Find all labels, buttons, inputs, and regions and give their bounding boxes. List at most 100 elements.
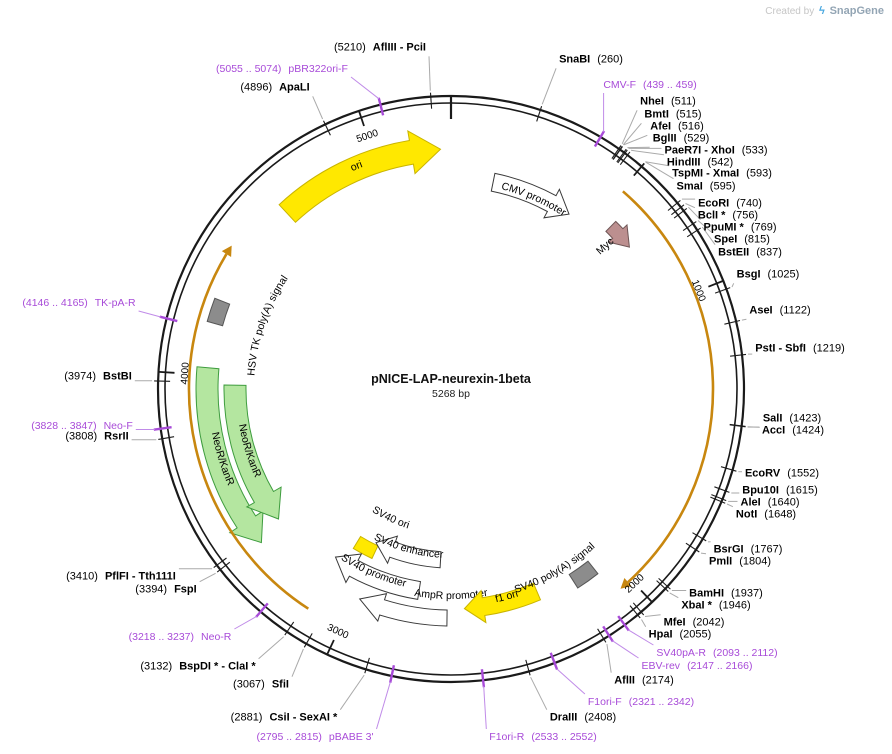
site-name: SV40pA-R <box>656 646 706 659</box>
enzyme-label-NotI[interactable]: NotI (1648) <box>736 509 796 522</box>
site-position: (3808) <box>65 430 98 443</box>
ring-position-tick <box>358 111 365 127</box>
enzyme-label-EcoRI[interactable]: EcoRI (740) <box>698 198 762 211</box>
feature-sv40-polya-signal[interactable] <box>568 560 599 589</box>
enzyme-label-AflII[interactable]: AflII (2174) <box>614 675 674 688</box>
enzyme-label-XbaI[interactable]: XbaI * (1946) <box>681 600 750 613</box>
enzyme-label-RsrII[interactable]: (3808) RsrII <box>65 431 128 444</box>
primer-label-pBR322oriF[interactable]: (5055 .. 5074) pBR322ori-F <box>216 63 348 75</box>
feature-cmv-promoter[interactable] <box>490 172 570 219</box>
enzyme-label-BstBI[interactable]: (3974) BstBI <box>64 371 132 384</box>
primer-label-F1oriR[interactable]: F1ori-R (2533 .. 2552) <box>489 731 596 743</box>
enzyme-label-FspI[interactable]: (3394) FspI <box>135 584 196 597</box>
enzyme-label-Bpu10I[interactable]: Bpu10I (1615) <box>742 485 817 498</box>
feature-sv40-ori[interactable] <box>352 535 379 560</box>
site-name: Neo-F <box>103 419 133 432</box>
feature-gene-arc-left-arrowhead-icon <box>221 245 232 257</box>
site-name: SpeI <box>714 233 738 246</box>
feature-label-hsv-tk-polya-signal: HSV TK poly(A) signal <box>245 273 290 376</box>
site-name: BsgI <box>736 268 761 281</box>
enzyme-label-BamHI[interactable]: BamHI (1937) <box>689 588 763 601</box>
enzyme-label-BsrGI[interactable]: BsrGI (1767) <box>714 544 783 557</box>
enzyme-label-HpaI[interactable]: HpaI (2055) <box>649 629 712 642</box>
enzyme-label-AfeI[interactable]: AfeI (516) <box>650 121 703 134</box>
site-name: DraIII <box>549 711 578 724</box>
enzyme-label-SalI[interactable]: SalI (1423) <box>763 413 821 426</box>
site-position: (3218 .. 3237) <box>128 630 195 643</box>
enzyme-label-BglII[interactable]: BglII (529) <box>653 133 710 146</box>
site-position: (2174) <box>641 674 674 687</box>
enzyme-site-tick <box>685 542 700 553</box>
ring-position-tick <box>326 639 335 655</box>
primer-label-NeoF[interactable]: (3828 .. 3847) Neo-F <box>31 420 133 432</box>
enzyme-label-BsgI[interactable]: BsgI (1025) <box>737 269 800 282</box>
enzyme-label-EcoRV[interactable]: EcoRV (1552) <box>745 468 819 481</box>
enzyme-label-TspMIXmaI[interactable]: TspMI - XmaI (593) <box>672 168 772 181</box>
feature-sv40-promoter[interactable] <box>334 553 422 600</box>
site-name: F1ori-R <box>489 730 525 743</box>
enzyme-label-PflFITth111I[interactable]: (3410) PflFI - Tth111I <box>66 571 176 584</box>
primer-label-EBVrev[interactable]: EBV-rev (2147 .. 2166) <box>642 660 753 672</box>
site-name: TspMI - XmaI <box>672 167 740 180</box>
enzyme-label-HindIII[interactable]: HindIII (542) <box>667 157 733 170</box>
site-position: (2147 .. 2166) <box>687 659 753 672</box>
site-position: (1122) <box>779 304 811 317</box>
enzyme-label-AflIIIPciI[interactable]: (5210) AflIII - PciI <box>334 42 426 55</box>
site-position: (5210) <box>334 41 366 54</box>
feature-hsv-tk-polya-signal[interactable] <box>206 297 231 327</box>
primer-label-TKpAR[interactable]: (4146 .. 4165) TK-pA-R <box>22 297 135 309</box>
feature-myc-tag[interactable] <box>605 220 630 248</box>
enzyme-label-PaeR7IXhoI[interactable]: PaeR7I - XhoI (533) <box>665 145 768 158</box>
enzyme-label-SfiI[interactable]: (3067) SfiI <box>233 679 289 692</box>
feature-gene-arc-left[interactable] <box>187 253 310 610</box>
site-name: SmaI <box>676 180 703 193</box>
feature-neor-kanr-outer[interactable] <box>195 366 264 544</box>
feature-gene-arc-right[interactable] <box>622 190 715 584</box>
enzyme-label-SpeI[interactable]: SpeI (815) <box>714 234 770 247</box>
site-name: CMV-F <box>603 78 636 91</box>
site-position: (2042) <box>692 616 725 629</box>
feature-neor-kanr-inner[interactable] <box>223 384 282 520</box>
enzyme-label-BstEII[interactable]: BstEII (837) <box>718 247 782 260</box>
enzyme-label-AseI[interactable]: AseI (1122) <box>749 305 810 318</box>
primer-label-SV40pAR[interactable]: SV40pA-R (2093 .. 2112) <box>656 647 777 659</box>
enzyme-label-DraIII[interactable]: DraIII (2408) <box>550 712 616 725</box>
feature-ampr-promoter[interactable] <box>358 593 448 627</box>
enzyme-label-PmlI[interactable]: PmlI (1804) <box>709 556 771 569</box>
site-name: Neo-R <box>201 630 232 643</box>
enzyme-label-MfeI[interactable]: MfeI (2042) <box>664 617 725 630</box>
enzyme-label-ApaLI[interactable]: (4896) ApaLI <box>240 82 309 95</box>
enzyme-label-NheI[interactable]: NheI (511) <box>640 96 696 109</box>
enzyme-label-AccI[interactable]: AccI (1424) <box>762 425 824 438</box>
enzyme-label-PpuMI[interactable]: PpuMI * (769) <box>703 222 776 235</box>
site-name: EBV-rev <box>641 659 681 672</box>
feature-ori[interactable] <box>278 130 442 224</box>
enzyme-label-AleI[interactable]: AleI (1640) <box>741 497 800 510</box>
enzyme-label-BmtI[interactable]: BmtI (515) <box>644 109 701 122</box>
site-position: (1424) <box>792 424 825 437</box>
primer-label-F1oriF[interactable]: F1ori-F (2321 .. 2342) <box>588 696 694 708</box>
enzyme-label-CsiISexAI[interactable]: (2881) CsiI - SexAI * <box>231 712 338 725</box>
site-position: (1423) <box>789 412 822 425</box>
enzyme-site-tick <box>710 496 726 504</box>
enzyme-label-SnaBI[interactable]: SnaBI (260) <box>559 54 623 67</box>
enzyme-label-BclI[interactable]: BclI * (756) <box>698 210 758 223</box>
primer-label-NeoR[interactable]: (3218 .. 3237) Neo-R <box>129 631 232 643</box>
site-name: RsrII <box>104 430 129 443</box>
enzyme-label-BspDIClaI[interactable]: (3132) BspDI * - ClaI * <box>140 661 255 674</box>
feature-sv40-enhancer[interactable] <box>375 535 442 569</box>
primer-site-tick <box>255 602 269 618</box>
site-position: (542) <box>707 156 734 169</box>
enzyme-label-SmaI[interactable]: SmaI (595) <box>677 181 736 194</box>
enzyme-label-PstISbfI[interactable]: PstI - SbfI (1219) <box>755 343 845 356</box>
primer-label-pBABE3[interactable]: (2795 .. 2815) pBABE 3' <box>256 731 373 743</box>
site-name: PpuMI * <box>703 221 744 234</box>
site-name: XbaI * <box>681 599 712 612</box>
primer-label-CMVF[interactable]: CMV-F (439 .. 459) <box>603 79 696 91</box>
site-name: CsiI - SexAI * <box>269 711 338 724</box>
callout-layer <box>131 56 760 730</box>
feature-f1-ori[interactable] <box>463 582 542 624</box>
callout-line <box>339 674 365 710</box>
enzyme-site-tick <box>213 557 227 569</box>
